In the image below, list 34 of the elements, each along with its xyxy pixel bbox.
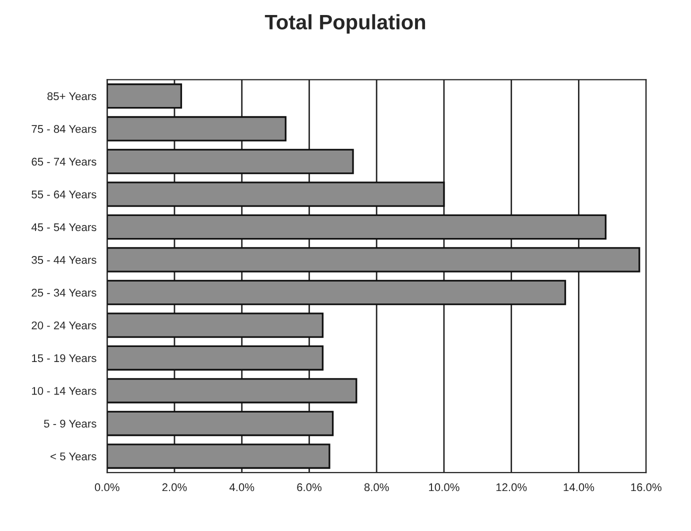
x-tick-label: 16.0% bbox=[631, 483, 662, 492]
bar bbox=[107, 345, 324, 371]
bar bbox=[107, 444, 330, 469]
y-tick-label: 15 - 19 Years bbox=[32, 354, 96, 362]
y-tick-label: 5 - 9 Years bbox=[44, 420, 96, 428]
bar bbox=[107, 312, 324, 338]
y-tick-label: 65 - 74 Years bbox=[32, 158, 96, 166]
y-tick-label: 10 - 14 Years bbox=[32, 386, 96, 395]
bar bbox=[107, 148, 354, 174]
y-tick-label: 20 - 24 Years bbox=[32, 322, 96, 330]
x-tick-label: 0.0% bbox=[94, 483, 120, 492]
chart-title: Total Population bbox=[264, 14, 426, 34]
bar bbox=[107, 280, 566, 306]
y-tick-label: 25 - 34 Years bbox=[32, 288, 96, 297]
bar bbox=[107, 182, 445, 207]
x-tick-label: 2.0% bbox=[162, 483, 187, 492]
bar bbox=[107, 247, 640, 272]
bar bbox=[107, 116, 286, 142]
bar bbox=[107, 214, 606, 240]
bar bbox=[107, 410, 334, 436]
bar bbox=[107, 378, 358, 404]
x-tick-label: 4.0% bbox=[229, 483, 254, 492]
bar bbox=[107, 83, 182, 109]
y-tick-label: 85+ Years bbox=[47, 92, 96, 100]
x-tick-label: 12.0% bbox=[496, 483, 527, 492]
y-tick-label: 75 - 84 Years bbox=[32, 125, 96, 133]
y-tick-label: 35 - 44 Years bbox=[32, 256, 96, 264]
x-tick-label: 8.0% bbox=[364, 483, 389, 492]
y-tick-label: 55 - 64 Years bbox=[32, 190, 96, 198]
y-tick-label: < 5 Years bbox=[50, 452, 96, 460]
x-tick-label: 10.0% bbox=[429, 483, 460, 492]
x-tick-label: 6.0% bbox=[297, 483, 322, 492]
y-tick-label: 45 - 54 Years bbox=[31, 223, 96, 232]
x-tick-label: 14.0% bbox=[564, 483, 594, 492]
